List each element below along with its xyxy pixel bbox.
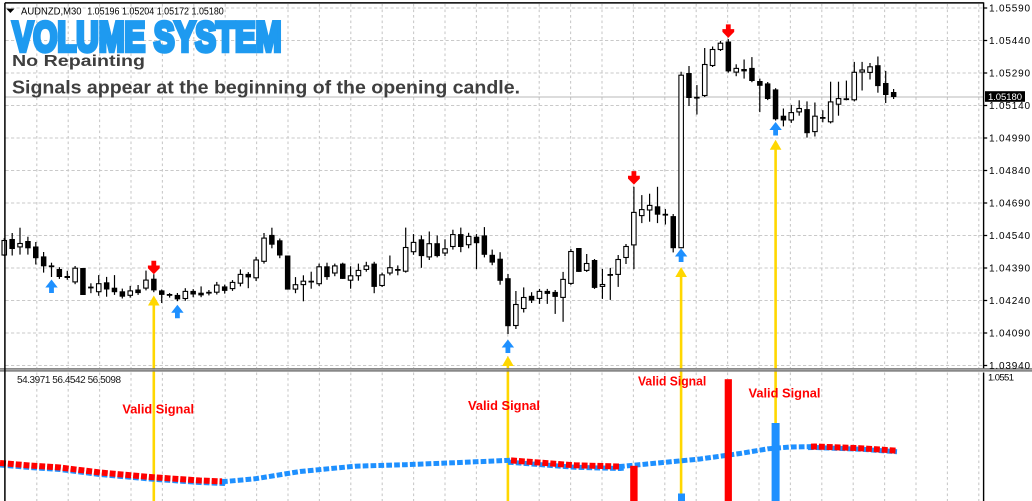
svg-text:54.3971 56.4542 56.5098: 54.3971 56.4542 56.5098 [17, 375, 121, 386]
svg-text:No Repainting: No Repainting [12, 53, 145, 70]
svg-text:VOLUME SYSTEM: VOLUME SYSTEM [13, 13, 282, 60]
svg-text:1.0551: 1.0551 [988, 372, 1014, 383]
svg-text:1.04990: 1.04990 [989, 133, 1030, 144]
svg-text:1.05180: 1.05180 [988, 92, 1022, 103]
svg-text:1.05440: 1.05440 [989, 36, 1030, 47]
svg-text:1.04690: 1.04690 [989, 198, 1030, 209]
svg-text:1.04840: 1.04840 [989, 166, 1030, 177]
svg-text:1.04240: 1.04240 [989, 296, 1030, 307]
svg-text:1.05590: 1.05590 [989, 3, 1030, 14]
svg-text:1.05196 1.05204 1.05172 1.0518: 1.05196 1.05204 1.05172 1.05180 [87, 6, 224, 17]
svg-text:Valid Signal: Valid Signal [749, 386, 821, 401]
svg-text:Valid Signal: Valid Signal [122, 402, 194, 417]
svg-text:Valid Signal: Valid Signal [468, 398, 540, 413]
svg-text:1.05290: 1.05290 [989, 68, 1030, 79]
svg-text:Valid Signal: Valid Signal [638, 374, 706, 389]
svg-text:1.04090: 1.04090 [989, 328, 1030, 339]
svg-text:1.05140: 1.05140 [989, 101, 1030, 112]
svg-text:1.04390: 1.04390 [989, 263, 1030, 274]
svg-text:AUDNZD,M30: AUDNZD,M30 [21, 6, 82, 17]
svg-text:1.04540: 1.04540 [989, 231, 1030, 242]
svg-text:Signals appear at the beginnin: Signals appear at the beginning of the o… [12, 77, 520, 97]
svg-text:1.03940: 1.03940 [989, 361, 1030, 372]
